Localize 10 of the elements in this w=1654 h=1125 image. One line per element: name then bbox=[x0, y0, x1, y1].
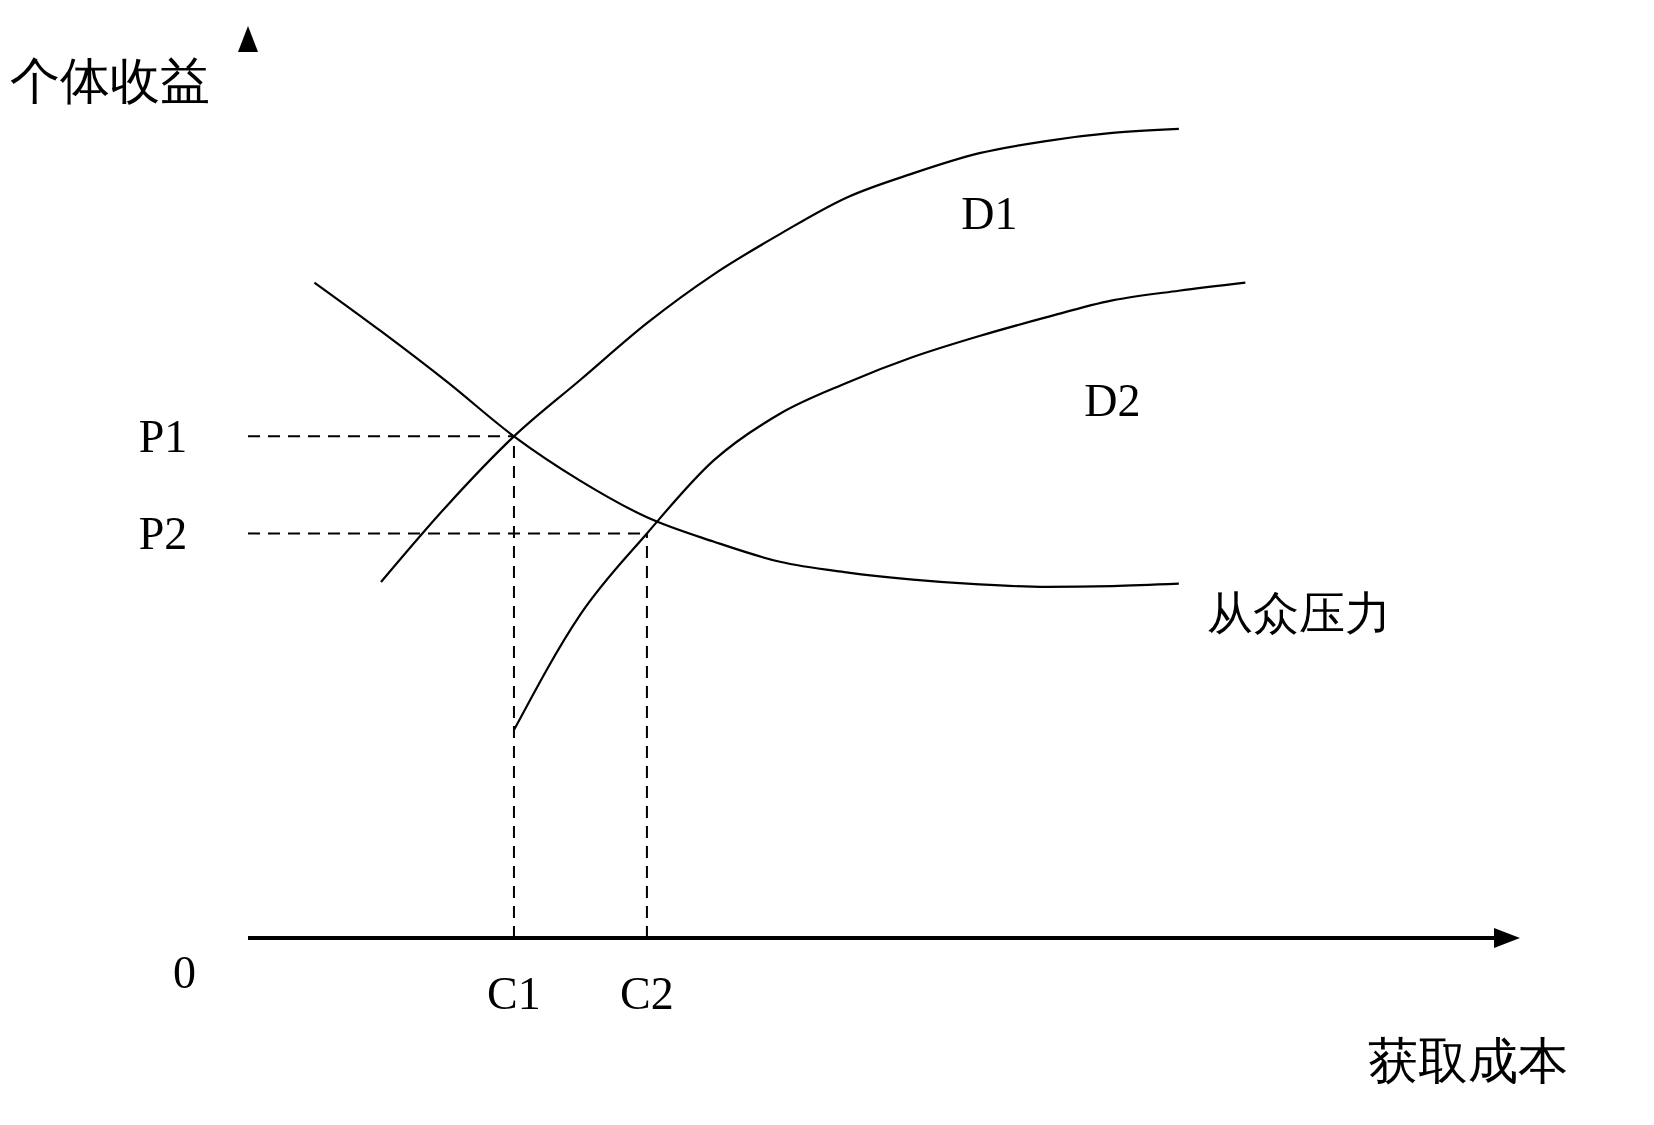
x-tick-label: C1 bbox=[487, 967, 541, 1019]
y-axis-title: 个体收益 bbox=[10, 52, 210, 111]
series-label: D2 bbox=[1084, 374, 1141, 426]
x-axis-title: 获取成本 bbox=[1368, 1032, 1568, 1091]
x-tick-label: C2 bbox=[620, 967, 674, 1019]
ref-line-label: P1 bbox=[138, 410, 188, 462]
text: 0 bbox=[173, 946, 196, 999]
series-label: 从众压力 bbox=[1206, 588, 1391, 640]
ref-line-label: P2 bbox=[138, 507, 188, 559]
series-label: D1 bbox=[961, 187, 1018, 239]
